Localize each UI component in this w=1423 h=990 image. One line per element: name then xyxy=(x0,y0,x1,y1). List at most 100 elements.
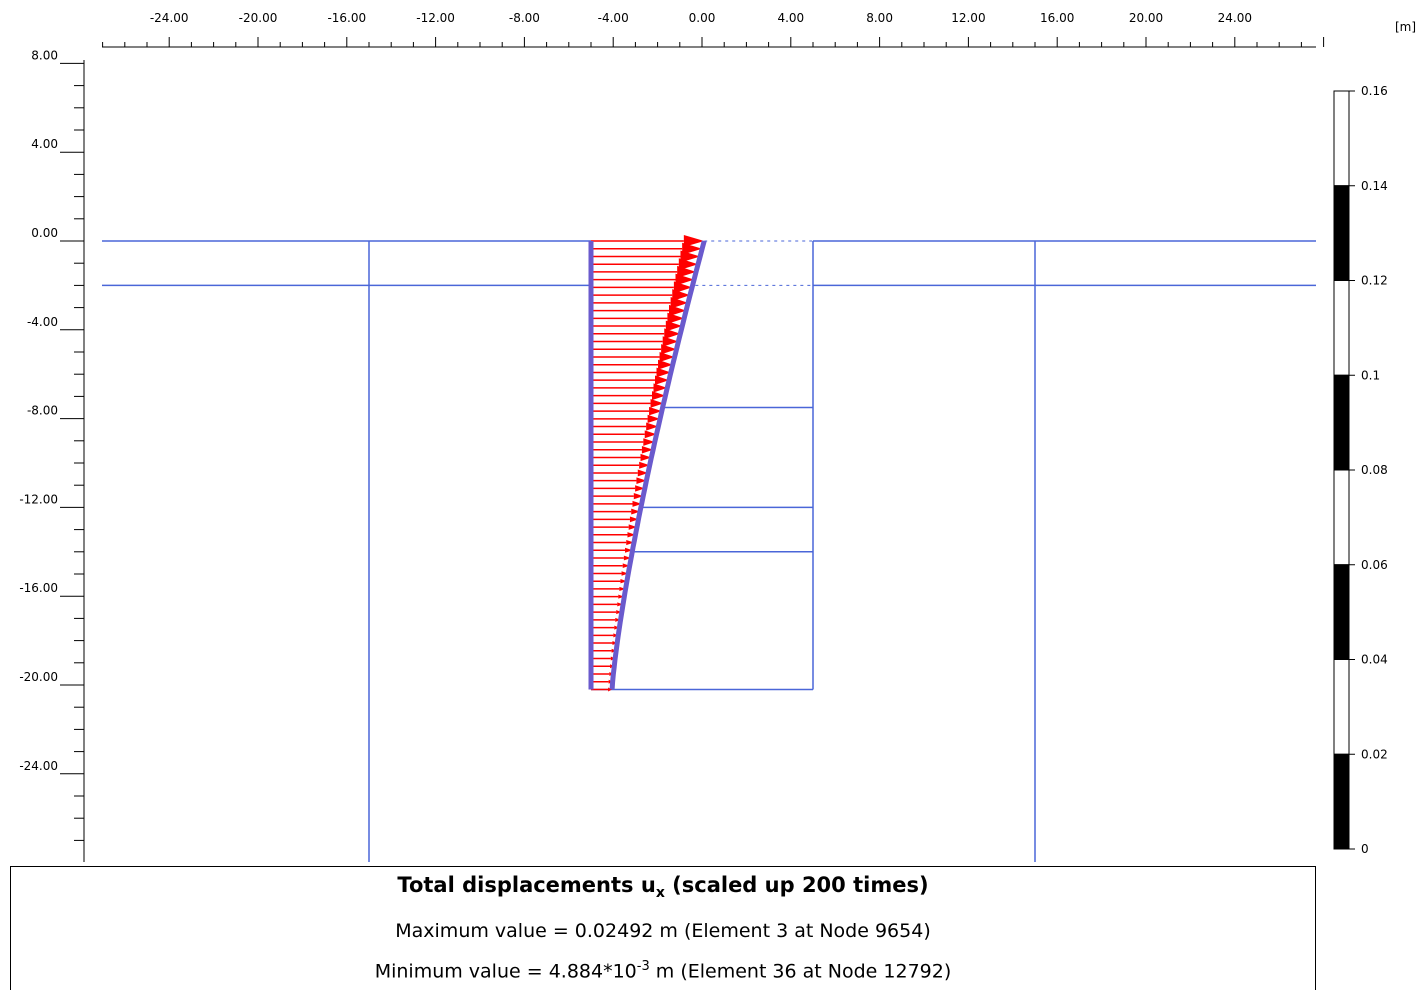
displacement-arrow-head xyxy=(629,516,639,523)
legend-label: 0.08 xyxy=(1361,463,1388,477)
y-tick-label: -20.00 xyxy=(19,670,58,684)
displacement-arrow-head xyxy=(683,235,705,247)
displacement-plot: [m] -24.00 -20.00 -16.00 -12.00 -8.00 -4.00 0.… xyxy=(19,11,1416,862)
minimum-value-text: Minimum value = 4.884*10-3 m (Element 36… xyxy=(374,959,952,983)
legend-band xyxy=(1333,564,1350,660)
y-axis-ruler: 8.00 4.00 0.00 -4.00 -8.00 -12.00 -16.00 -20.00… xyxy=(19,48,85,862)
legend-band xyxy=(1333,90,1350,187)
legend-band xyxy=(1333,469,1350,566)
x-tick-label: -20.00 xyxy=(239,11,278,25)
displacement-arrow-head xyxy=(621,571,629,576)
legend-band xyxy=(1333,659,1350,755)
info-panel: Total displacements ux (scaled up 200 ti… xyxy=(10,866,1316,990)
legend-label: 0.1 xyxy=(1361,368,1380,382)
displacement-arrow-head xyxy=(635,485,645,492)
legend-label: 0.02 xyxy=(1361,747,1388,761)
y-tick-label: -12.00 xyxy=(19,492,58,506)
displacement-arrow-head xyxy=(665,320,683,332)
displacement-arrow-head xyxy=(654,375,670,385)
x-tick-label: -16.00 xyxy=(327,11,366,25)
displacement-arrow-head xyxy=(620,579,627,584)
y-tick-label: 0.00 xyxy=(31,226,58,240)
x-tick-label: -12.00 xyxy=(416,11,455,25)
x-tick-label: 24.00 xyxy=(1218,11,1252,25)
displacement-arrow-head xyxy=(627,532,636,538)
legend-label: 0 xyxy=(1361,842,1369,856)
displacement-arrow-head xyxy=(659,351,675,362)
legend-band xyxy=(1333,374,1350,471)
displacement-arrow-head xyxy=(622,563,630,569)
y-tick-label: -8.00 xyxy=(27,404,58,418)
y-tick-label: -24.00 xyxy=(19,759,58,773)
y-tick-label: 8.00 xyxy=(31,48,58,62)
displacement-arrow-head xyxy=(662,336,679,347)
displacement-arrow-head xyxy=(632,500,642,507)
displacement-arrow-head xyxy=(619,586,626,592)
x-tick-label: 8.00 xyxy=(866,11,893,25)
displacement-arrow-head xyxy=(650,399,664,408)
wall-deformed xyxy=(609,240,707,690)
displacement-arrow-head xyxy=(631,508,641,515)
displacement-arrow-head xyxy=(633,493,644,500)
displacement-arrow-head xyxy=(653,383,668,393)
legend-label: 0.12 xyxy=(1361,274,1388,288)
x-tick-label: 0.00 xyxy=(689,11,716,25)
maximum-value-text: Maximum value = 0.02492 m (Element 3 at … xyxy=(395,920,931,942)
x-tick-label: -24.00 xyxy=(150,11,189,25)
legend-band xyxy=(1333,280,1350,376)
displacement-arrow-head xyxy=(646,422,659,431)
x-tick-label: 4.00 xyxy=(777,11,804,25)
displacement-arrow-head xyxy=(617,602,624,607)
displacement-arrow-head xyxy=(661,344,677,355)
y-tick-label: -16.00 xyxy=(19,581,58,595)
displacement-arrow-head xyxy=(647,414,661,423)
displacement-arrow-head xyxy=(641,446,654,454)
legend-label: 0.04 xyxy=(1361,653,1388,667)
legend-label: 0.14 xyxy=(1361,179,1388,193)
displacement-arrow-head xyxy=(658,359,673,370)
x-tick-label: 16.00 xyxy=(1040,11,1074,25)
displacement-arrow-head xyxy=(637,469,649,477)
displacement-arrow-head xyxy=(623,555,632,561)
displacement-arrow-head xyxy=(608,687,613,692)
y-tick-label: 4.00 xyxy=(31,137,58,151)
displacement-arrow-head xyxy=(669,304,687,317)
displacement-arrow-head xyxy=(664,328,681,340)
units-label: [m] xyxy=(1395,20,1416,34)
displacement-arrow-head xyxy=(618,594,625,599)
displacement-arrow-head xyxy=(615,617,621,622)
legend-band xyxy=(1333,753,1350,850)
displacement-arrow-head xyxy=(656,367,671,378)
displacement-arrow-head xyxy=(625,547,633,553)
legend-band xyxy=(1333,185,1350,281)
displacement-arrow-head xyxy=(628,524,637,530)
x-tick-label: -8.00 xyxy=(509,11,540,25)
displacement-arrow-head xyxy=(636,477,647,485)
x-tick-label: 20.00 xyxy=(1129,11,1163,25)
result-title: Total displacements ux (scaled up 200 ti… xyxy=(397,873,929,902)
x-tick-label: 12.00 xyxy=(951,11,985,25)
displacement-arrow-head xyxy=(670,297,689,309)
displacement-arrow-head xyxy=(675,273,695,286)
displacement-arrow-head xyxy=(639,461,650,469)
displacement-arrow-head xyxy=(673,281,693,294)
displacement-arrow-head xyxy=(667,312,685,324)
displacement-arrow-head xyxy=(652,391,666,401)
displacement-arrow-head xyxy=(626,539,634,546)
displacement-arrow-head xyxy=(649,406,662,416)
legend-label: 0.06 xyxy=(1361,558,1388,572)
displacement-arrow-head xyxy=(640,453,652,462)
displacement-arrow-head xyxy=(643,438,655,446)
color-legend: 0.16 0.14 0.12 0.1 0.08 0.06 0.04 0.02 0 xyxy=(1333,84,1388,856)
x-tick-label: -4.00 xyxy=(598,11,629,25)
displacement-arrow-head xyxy=(682,242,703,255)
x-axis-ruler: -24.00 -20.00 -16.00 -12.00 -8.00 -4.00 0.00 4.… xyxy=(102,11,1325,48)
legend-label: 0.16 xyxy=(1361,84,1388,98)
displacement-arrow-head xyxy=(677,265,697,278)
displacement-arrow-head xyxy=(678,258,699,271)
displacement-arrow-head xyxy=(614,625,620,630)
displacement-arrow-head xyxy=(616,610,622,615)
displacement-arrows xyxy=(588,235,707,692)
displacement-arrow-head xyxy=(680,250,701,263)
model-geometry xyxy=(102,240,1316,862)
